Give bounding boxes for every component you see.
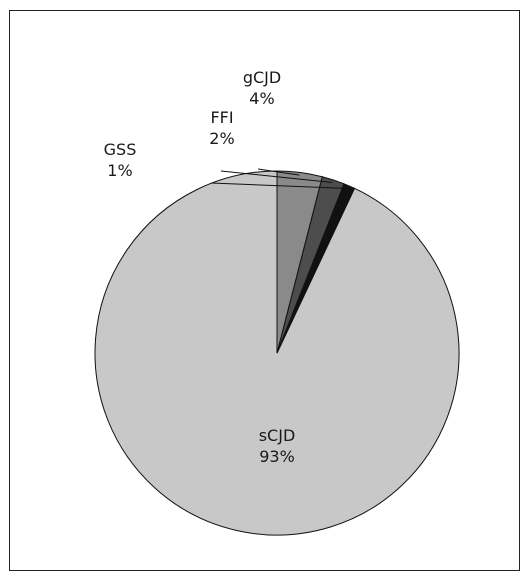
- slice-value-label: 2%: [209, 129, 234, 148]
- slice-label-gss: GSS 1%: [104, 140, 137, 180]
- slice-category-label: gCJD: [243, 68, 281, 87]
- slice-value-label: 4%: [249, 89, 274, 108]
- labels-layer: sCJD 93% GSS 1% FFI 2% gCJD 4%: [104, 68, 296, 466]
- slice-value-label: 93%: [259, 447, 295, 466]
- slice-label-scjd: sCJD 93%: [259, 426, 296, 466]
- slice-label-gcjd: gCJD 4%: [243, 68, 281, 108]
- slice-category-label: FFI: [210, 108, 233, 127]
- leader-line-gcjd: [257, 168, 300, 176]
- pie-chart: sCJD 93% GSS 1% FFI 2% gCJD 4%: [94, 68, 460, 536]
- leader-line-ffi: [220, 170, 333, 183]
- leader-lines-layer: [210, 168, 349, 189]
- slice-category-label: sCJD: [259, 426, 296, 445]
- leader-line-gss: [210, 182, 349, 189]
- pie-slice-gcjd: [276, 170, 323, 354]
- slice-label-ffi: FFI 2%: [209, 108, 234, 148]
- slices-layer: [94, 170, 460, 536]
- chart-frame: sCJD 93% GSS 1% FFI 2% gCJD 4%: [9, 10, 520, 571]
- slice-category-label: GSS: [104, 140, 137, 159]
- slice-value-label: 1%: [107, 161, 132, 180]
